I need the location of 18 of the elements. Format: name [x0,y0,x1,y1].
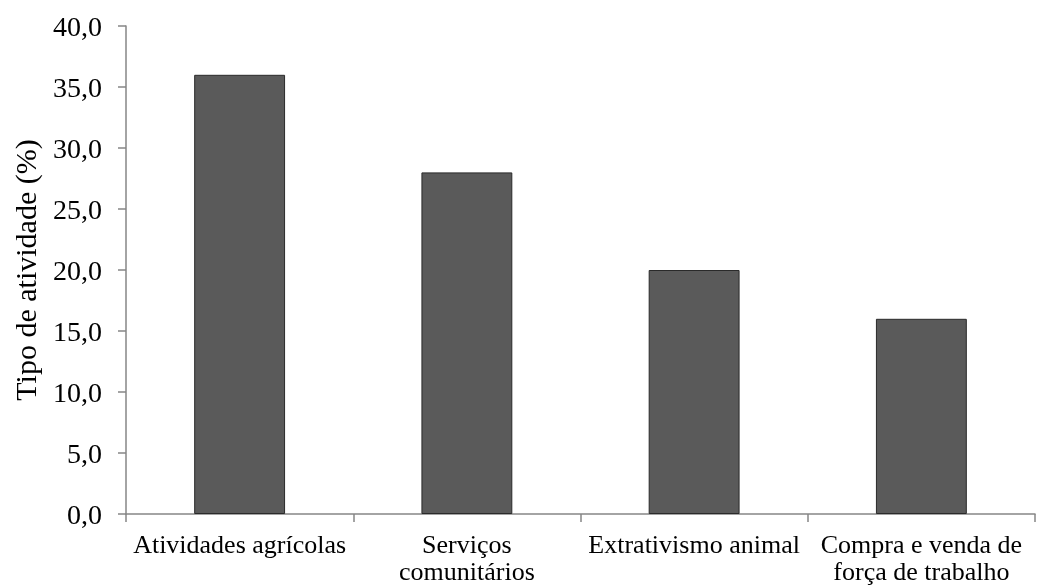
y-tick-label: 0,0 [67,498,102,530]
x-tick-label: Atividades agrícolas [133,530,347,559]
y-tick-label: 35,0 [53,71,102,103]
x-tick-label: Serviços comunitários [398,530,535,586]
y-tick-label: 15,0 [53,315,102,347]
bar [648,270,740,514]
bar [421,172,513,514]
y-tick-label: 40,0 [53,10,102,42]
y-tick-label: 25,0 [53,193,102,225]
y-axis-title: Tipo de atividade (%) [8,139,43,401]
y-tick-label: 30,0 [53,132,102,164]
x-tick-label: Extrativismo animal [588,530,800,559]
x-tick-label: Compra e venda de força de trabalho [820,530,1023,586]
y-tick-label: 10,0 [53,376,102,408]
y-tick-label: 20,0 [53,254,102,286]
y-tick-label: 5,0 [67,437,102,469]
bar [194,74,286,514]
bar [875,318,967,514]
